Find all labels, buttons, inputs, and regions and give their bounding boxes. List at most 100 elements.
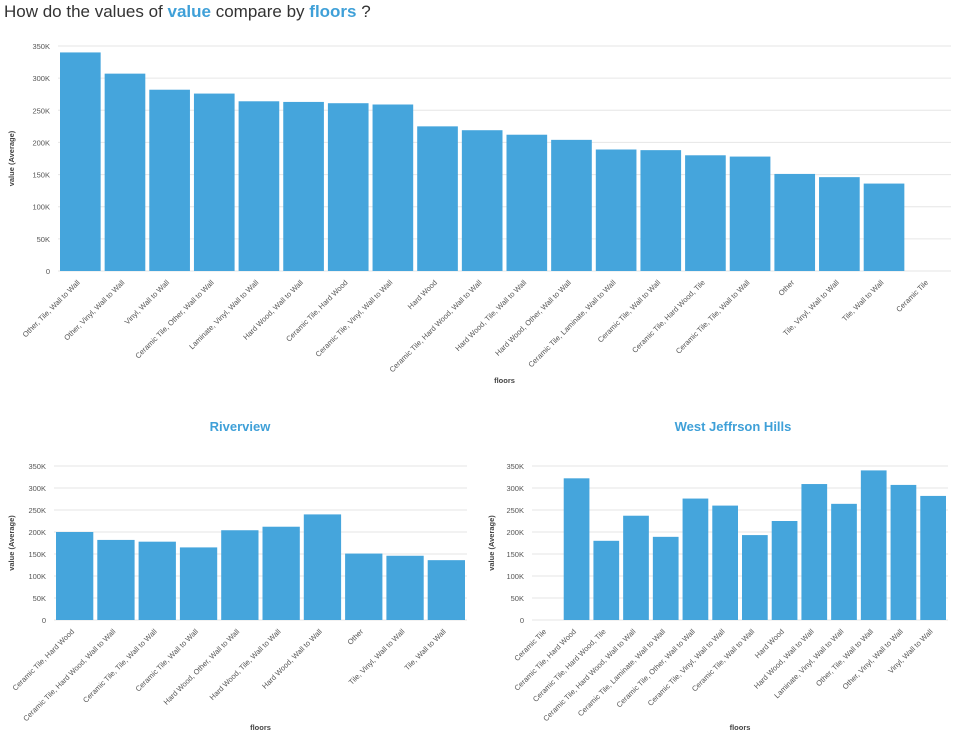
x-tick-label: Ceramic Tile, Tile, Wall to Wall <box>81 627 159 705</box>
x-tick-label: Ceramic Tile, Vinyl, Wall to Wall <box>314 278 395 359</box>
y-tick-label: 150K <box>28 550 46 559</box>
y-tick-label: 300K <box>506 484 524 493</box>
x-tick-label: Hard Wood, Other, Wall to Wall <box>162 627 242 707</box>
bar-hard-wood[interactable] <box>771 521 798 620</box>
y-tick-label: 200K <box>28 528 46 537</box>
y-tick-label: 350K <box>32 42 50 51</box>
bar-tile-wall-to-wall[interactable] <box>427 560 465 620</box>
bar-other[interactable] <box>345 553 383 620</box>
bar-other-tile-wall-to-wall[interactable] <box>860 470 887 620</box>
bar-laminate-vinyl-wall-to-wall[interactable] <box>831 503 857 620</box>
bar-hard-wood-tile-wall-to-wall[interactable] <box>262 526 300 620</box>
x-tick-label: Other <box>777 278 797 298</box>
bar-hard-wood-other-wall-to-wall[interactable] <box>551 139 592 271</box>
x-axis-title: floors <box>250 723 271 732</box>
bar-ceramic-tile-hard-wood[interactable] <box>563 478 590 620</box>
x-tick-label: Tile, Wall to Wall <box>840 278 885 323</box>
bar-hard-wood-wall-to-wall[interactable] <box>303 514 342 620</box>
bar-ceramic-tile-hard-wood[interactable] <box>56 532 94 620</box>
y-tick-label: 0 <box>520 616 524 625</box>
bar-ceramic-tile-wall-to-wall[interactable] <box>179 547 218 620</box>
y-tick-label: 250K <box>32 106 50 115</box>
bar-tile-vinyl-wall-to-wall[interactable] <box>819 177 860 271</box>
x-tick-label: Vinyl, Wall to Wall <box>123 278 172 327</box>
bar-hard-wood-wall-to-wall[interactable] <box>801 484 828 620</box>
y-axis-title: value (Average) <box>487 515 496 571</box>
y-tick-label: 300K <box>32 74 50 83</box>
y-tick-label: 100K <box>32 203 50 212</box>
y-tick-label: 150K <box>506 550 524 559</box>
bar-other-tile-wall-to-wall[interactable] <box>60 52 101 271</box>
bar-ceramic-tile-hard-wood[interactable] <box>327 103 369 271</box>
bar-hard-wood-other-wall-to-wall[interactable] <box>221 530 259 620</box>
bar-ceramic-tile-hard-wood-tile[interactable] <box>593 540 620 620</box>
bar-ceramic-tile-tile-wall-to-wall[interactable] <box>138 541 176 620</box>
bar-other-vinyl-wall-to-wall[interactable] <box>890 484 917 620</box>
x-tick-label: Hard Wood, Tile, Wall to Wall <box>208 627 283 702</box>
bar-ceramic-tile-wall-to-wall[interactable] <box>640 150 682 271</box>
bar-ceramic-tile-hard-wood-wall-to-wall[interactable] <box>623 515 649 620</box>
bar-ceramic-tile-hard-wood-wall-to-wall[interactable] <box>461 130 503 271</box>
x-tick-label: Other, Tile, Wall to Wall <box>814 627 875 688</box>
bar-ceramic-tile-hard-wood-wall-to-wall[interactable] <box>97 539 135 620</box>
bar-ceramic-tile-vinyl-wall-to-wall[interactable] <box>372 104 414 272</box>
bar-hard-wood-tile-wall-to-wall[interactable] <box>506 134 548 271</box>
y-tick-label: 100K <box>506 572 524 581</box>
x-tick-label: Hard Wood <box>406 278 439 311</box>
question-middle: compare by <box>215 2 305 21</box>
y-tick-label: 200K <box>506 528 524 537</box>
bar-ceramic-tile-tile-wall-to-wall[interactable] <box>729 156 771 271</box>
bar-hard-wood-wall-to-wall[interactable] <box>283 101 324 271</box>
y-tick-label: 250K <box>28 506 46 515</box>
bar-ceramic-tile-vinyl-wall-to-wall[interactable] <box>712 505 738 620</box>
y-tick-label: 0 <box>46 267 50 276</box>
measure-token[interactable]: value <box>167 2 211 21</box>
x-tick-label: Ceramic Tile, Laminate, Wall to Wall <box>526 278 617 369</box>
y-axis-title: value (Average) <box>7 130 16 186</box>
y-tick-label: 50K <box>511 594 524 603</box>
x-tick-label: Ceramic Tile <box>894 278 930 314</box>
question-header: How do the values of value compare by fl… <box>4 2 371 22</box>
y-tick-label: 250K <box>506 506 524 515</box>
west-jeffrson-hills-bar-chart: 0 50K 100K 150K 200K 250K 300K 350K Ceramic Tile… <box>487 462 948 732</box>
x-tick-label: Ceramic Tile, Wall to Wall <box>690 627 757 694</box>
bar-other-vinyl-wall-to-wall[interactable] <box>104 73 146 272</box>
y-tick-label: 0 <box>42 616 46 625</box>
bar-ceramic-tile-other-wall-to-wall[interactable] <box>193 93 235 271</box>
y-tick-label: 200K <box>32 138 50 147</box>
bar-vinyl-wall-to-wall[interactable] <box>920 495 946 620</box>
x-tick-label: Ceramic Tile, Tile, Wall to Wall <box>674 278 752 356</box>
y-axis-title: value (Average) <box>7 515 16 571</box>
question-prefix: How do the values of <box>4 2 163 21</box>
y-tick-label: 300K <box>28 484 46 493</box>
x-tick-label: Ceramic Tile, Other, Wall to Wall <box>133 278 216 361</box>
bar-ceramic-tile-hard-wood-tile[interactable] <box>685 155 726 271</box>
dimension-token[interactable]: floors <box>309 2 357 21</box>
bar-other[interactable] <box>774 173 816 271</box>
y-tick-label: 100K <box>28 572 46 581</box>
question-suffix: ? <box>361 2 371 21</box>
bar-laminate-vinyl-wall-to-wall[interactable] <box>238 101 280 272</box>
y-tick-label: 350K <box>506 462 524 471</box>
x-axis-title: floors <box>494 376 515 385</box>
bar-tile-wall-to-wall[interactable] <box>863 183 905 271</box>
chart-title-west-jeffrson-hills: West Jeffrson Hills <box>674 419 792 434</box>
x-tick-label: Tile, Wall to Wall <box>402 627 447 672</box>
y-tick-label: 50K <box>37 235 50 244</box>
bar-ceramic-tile-laminate-wall-to-wall[interactable] <box>595 149 637 272</box>
bar-ceramic-tile-laminate-wall-to-wall[interactable] <box>652 536 679 620</box>
y-tick-label: 350K <box>28 462 46 471</box>
chart-title-riverview: Riverview <box>209 419 271 434</box>
riverview-bar-chart: 0 50K 100K 150K 200K 250K 300K 350K Ceramic Tile… <box>7 462 467 732</box>
y-tick-label: 50K <box>33 594 46 603</box>
x-tick-label: Hard Wood, Other, Wall to Wall <box>493 278 573 358</box>
y-tick-label: 150K <box>32 171 50 180</box>
x-axis-title: floors <box>730 723 751 732</box>
x-tick-label: Other <box>346 627 366 647</box>
bar-hard-wood[interactable] <box>417 126 458 271</box>
bar-ceramic-tile-other-wall-to-wall[interactable] <box>682 498 709 620</box>
bar-vinyl-wall-to-wall[interactable] <box>149 89 190 271</box>
bar-tile-vinyl-wall-to-wall[interactable] <box>386 555 424 620</box>
bar-ceramic-tile-wall-to-wall[interactable] <box>742 535 768 620</box>
